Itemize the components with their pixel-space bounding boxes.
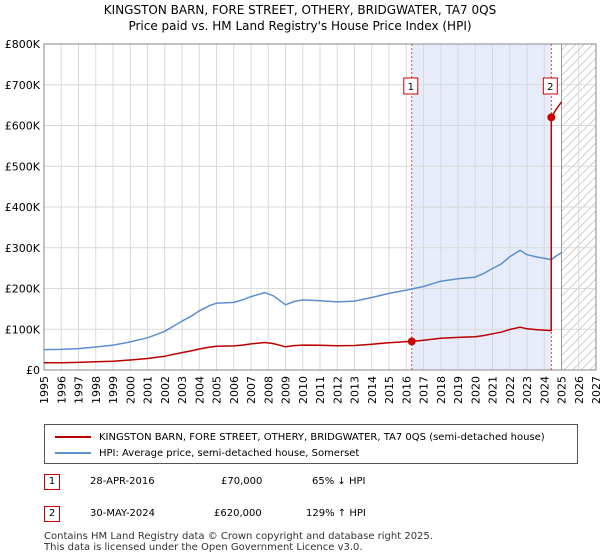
marker-badge-label-2: 2 [547, 82, 553, 93]
x-tick-label-23: 2018 [435, 376, 448, 404]
footer-copyright: Contains HM Land Registry data © Crown c… [44, 531, 433, 542]
marker-badge-1 [403, 77, 419, 95]
legend-item-property: KINGSTON BARN, FORE STREET, OTHERY, BRID… [55, 429, 545, 445]
series-line-0 [43, 249, 562, 351]
y-tick-label-2: £200K [5, 283, 41, 296]
x-tick-label-22: 2017 [418, 376, 431, 404]
legend: KINGSTON BARN, FORE STREET, OTHERY, BRID… [44, 424, 578, 464]
x-tick-label-16: 2011 [314, 376, 327, 404]
legend-label-hpi: HPI: Average price, semi-detached house,… [99, 447, 360, 459]
transaction-badge-1: 1 [44, 474, 60, 490]
marker-badge-2 [542, 77, 558, 95]
y-tick-label-5: £500K [5, 160, 41, 173]
legend-swatch-property [55, 436, 91, 438]
x-tick-label-28: 2023 [521, 376, 534, 404]
x-tick-label-6: 2001 [142, 376, 155, 404]
y-tick-label-1: £100K [5, 323, 41, 336]
transaction-hpi-2: 129% ↑ HPI [306, 508, 366, 519]
x-tick-label-4: 1999 [107, 376, 120, 404]
chart-subtitle: Price paid vs. HM Land Registry's House … [128, 19, 471, 33]
y-tick-label-8: £800K [5, 38, 41, 51]
chart-title: KINGSTON BARN, FORE STREET, OTHERY, BRID… [104, 3, 496, 17]
x-tick-label-7: 2002 [159, 376, 172, 404]
x-tick-label-29: 2024 [538, 376, 551, 404]
x-tick-label-21: 2016 [400, 376, 413, 404]
transaction-date-1: 28-APR-2016 [90, 476, 155, 487]
x-tick-label-8: 2003 [176, 376, 189, 404]
x-tick-label-1: 1996 [55, 376, 68, 404]
transaction-price-2: £620,000 [214, 508, 262, 519]
sale-point-1 [407, 337, 416, 346]
x-tick-label-12: 2007 [245, 376, 258, 404]
x-tick-label-11: 2006 [228, 376, 241, 404]
x-tick-label-26: 2021 [487, 376, 500, 404]
y-tick-label-3: £300K [5, 242, 41, 255]
plot-frame [43, 43, 597, 371]
y-tick-label-4: £400K [5, 201, 41, 214]
x-tick-label-19: 2014 [366, 376, 379, 404]
transaction-hpi-1: 65% ↓ HPI [312, 476, 366, 487]
y-tick-label-0: £0 [26, 364, 40, 377]
footer-licence: This data is licensed under the Open Gov… [44, 542, 363, 553]
x-tick-label-32: 2027 [590, 376, 600, 404]
legend-label-property: KINGSTON BARN, FORE STREET, OTHERY, BRID… [99, 431, 545, 443]
transaction-date-2: 30-MAY-2024 [90, 508, 156, 519]
series-line-1 [44, 101, 563, 364]
x-tick-label-30: 2025 [556, 376, 569, 404]
price-chart: KINGSTON BARN, FORE STREET, OTHERY, BRID… [5, 3, 600, 404]
x-tick-label-15: 2010 [297, 376, 310, 404]
x-tick-label-2: 1997 [73, 376, 86, 404]
sale-point-2 [547, 113, 556, 122]
x-tick-label-20: 2015 [383, 376, 396, 404]
x-tick-label-5: 2000 [124, 376, 137, 404]
footer: Contains HM Land Registry data © Crown c… [44, 531, 433, 553]
x-tick-label-3: 1998 [90, 376, 103, 404]
x-tick-label-17: 2012 [331, 376, 344, 404]
x-tick-label-27: 2022 [504, 376, 517, 404]
x-tick-label-18: 2013 [349, 376, 362, 404]
transaction-price-1: £70,000 [221, 476, 263, 487]
transaction-badge-2: 2 [44, 506, 60, 522]
x-tick-label-25: 2020 [469, 376, 482, 404]
y-tick-label-6: £600K [5, 120, 41, 133]
x-tick-label-9: 2004 [193, 376, 206, 404]
legend-swatch-hpi [55, 452, 91, 454]
legend-item-hpi: HPI: Average price, semi-detached house,… [55, 445, 359, 461]
x-tick-label-0: 1995 [38, 376, 51, 404]
x-tick-label-31: 2026 [573, 376, 586, 404]
x-tick-label-24: 2019 [452, 376, 465, 404]
x-tick-label-14: 2009 [280, 376, 293, 404]
marker-badge-label-1: 1 [408, 82, 414, 93]
x-tick-label-10: 2005 [211, 376, 224, 404]
y-tick-label-7: £700K [5, 79, 41, 92]
x-tick-label-13: 2008 [262, 376, 275, 404]
